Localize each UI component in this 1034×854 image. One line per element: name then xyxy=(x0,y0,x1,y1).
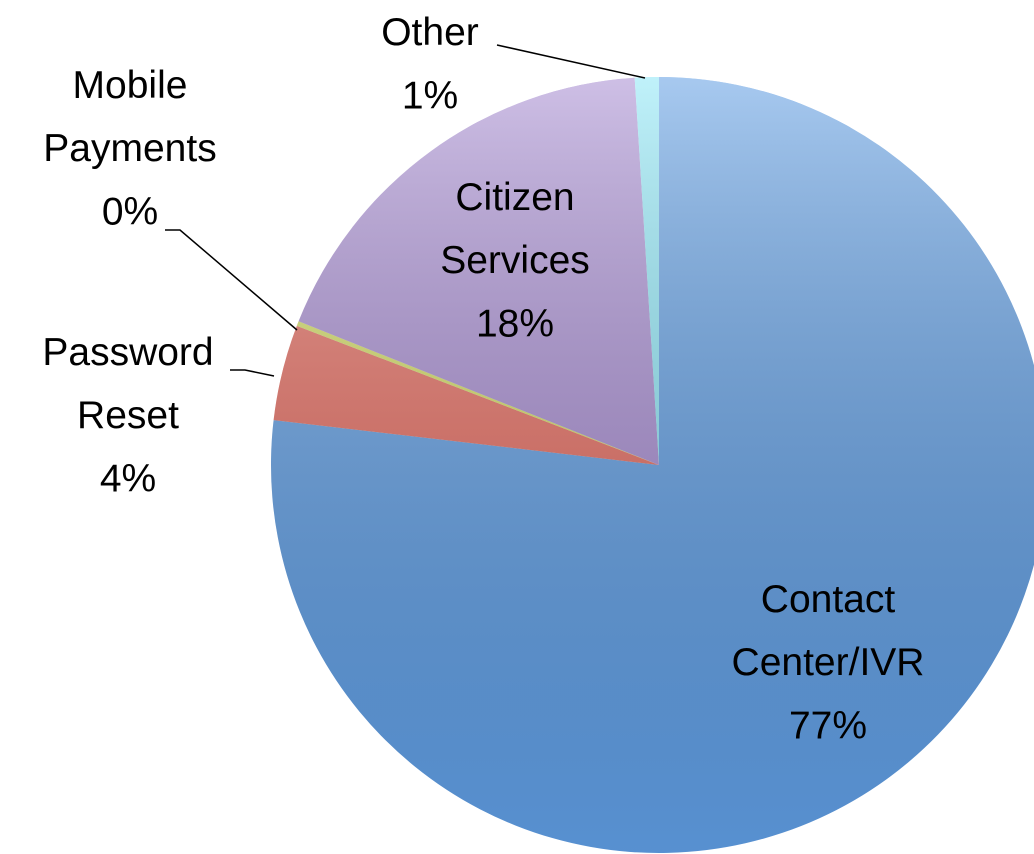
leader-line xyxy=(230,369,275,377)
value-label: 77% xyxy=(789,704,867,747)
label-line: Payments xyxy=(43,127,216,170)
value-label: 0% xyxy=(102,190,158,233)
pie xyxy=(271,77,1034,853)
value-label: 18% xyxy=(476,302,554,345)
category-label: Contact Center/IVR xyxy=(732,578,925,684)
label-line: Password xyxy=(42,331,213,374)
labels: Contact Center/IVR 77% Password Reset 4% Mobil… xyxy=(42,11,924,747)
value-label: 1% xyxy=(402,74,458,117)
value-label: 4% xyxy=(100,457,156,500)
category-label: Other xyxy=(381,11,479,54)
label-line: Reset xyxy=(77,394,179,437)
label-line: Mobile xyxy=(73,64,188,107)
category-label: Mobile Payments xyxy=(43,64,216,170)
leader-line xyxy=(496,44,646,79)
category-label: Password Reset xyxy=(42,331,213,437)
category-label: Citizen Services xyxy=(440,176,590,282)
label-line: Contact xyxy=(761,578,896,621)
leader-line xyxy=(165,229,298,331)
label-line: Center/IVR xyxy=(732,641,925,684)
label-line: Services xyxy=(440,239,590,282)
label-line: Citizen xyxy=(455,176,574,219)
label-line: Other xyxy=(381,11,479,54)
